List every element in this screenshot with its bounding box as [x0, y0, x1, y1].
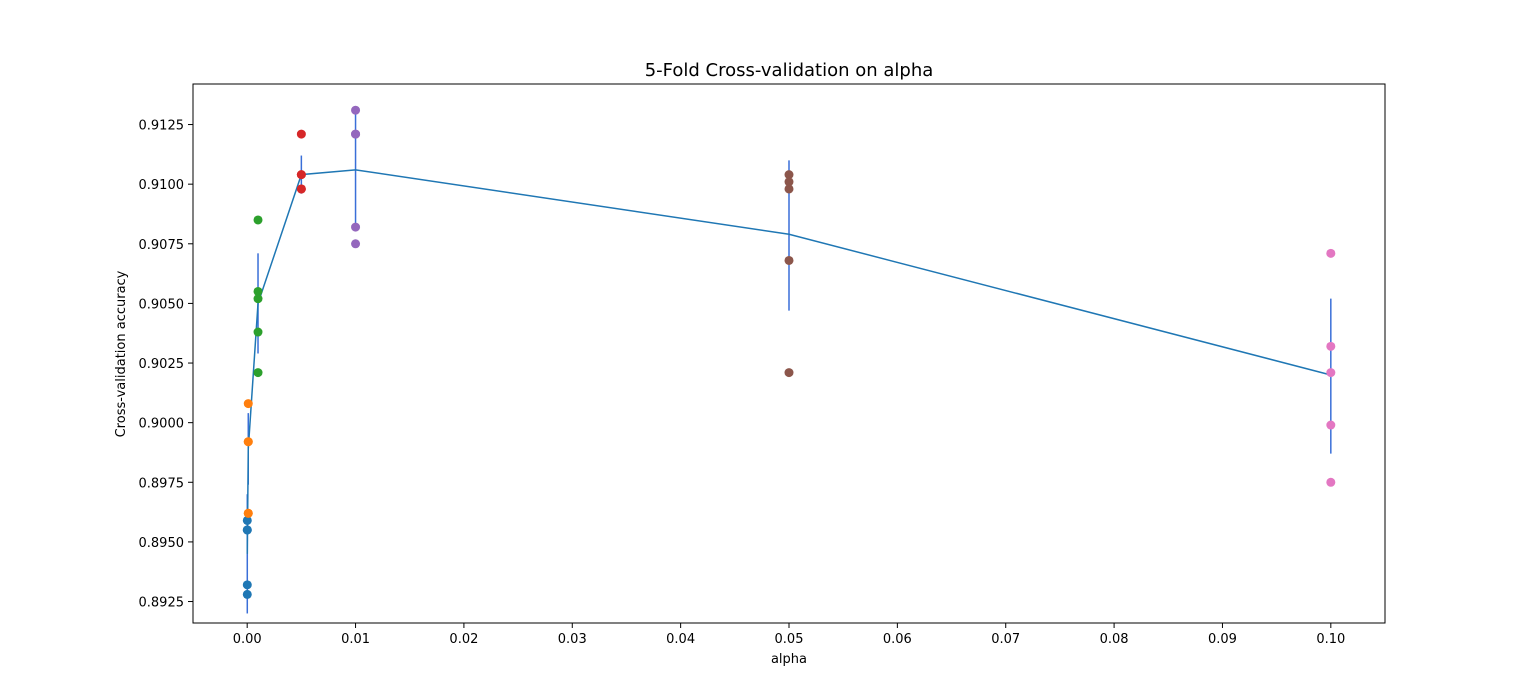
fold-score-point [242, 515, 252, 525]
fold-score-point [242, 589, 252, 599]
fold-score-point [296, 184, 306, 194]
y-tick-label: 0.9075 [139, 238, 185, 253]
y-tick-label: 0.8950 [139, 536, 185, 551]
x-tick-label: 0.00 [233, 632, 262, 647]
fold-score-point [253, 368, 263, 378]
x-tick-label: 0.04 [666, 632, 695, 647]
x-axis: 0.00 0.01 0.02 0.03 0.04 0.05 0.06 0.07 0.08 0.09… [233, 623, 1345, 647]
fold-score-point [242, 525, 252, 535]
x-tick-label: 0.08 [1100, 632, 1129, 647]
fold-score-point [784, 170, 794, 180]
y-tick-label: 0.9050 [139, 297, 185, 312]
fold-score-point [784, 368, 794, 378]
fold-score-point [243, 399, 253, 409]
fold-score-point [243, 508, 253, 518]
fold-score-point [351, 105, 361, 115]
fold-score-point [253, 294, 263, 304]
fold-score-point [1326, 341, 1336, 351]
fold-score-point [296, 170, 306, 180]
y-axis-label: Cross-validation accuracy [114, 270, 129, 437]
x-tick-label: 0.05 [775, 632, 804, 647]
fold-score-point [784, 255, 794, 265]
fold-score-point [351, 239, 361, 249]
fold-score-point [296, 129, 306, 139]
fold-score-point [253, 286, 263, 296]
y-tick-label: 0.9125 [139, 119, 185, 134]
x-tick-label: 0.02 [449, 632, 478, 647]
fold-score-point [784, 184, 794, 194]
x-tick-label: 0.03 [558, 632, 587, 647]
y-axis: 0.8925 0.8950 0.8975 0.9000 0.9025 0.9050 0.90… [139, 119, 193, 611]
fold-score-point [1326, 477, 1336, 487]
fold-points [242, 105, 1336, 599]
fold-score-point [243, 437, 253, 447]
x-tick-label: 0.01 [341, 632, 370, 647]
x-axis-label: alpha [771, 652, 807, 667]
y-tick-label: 0.8975 [139, 476, 185, 491]
fold-score-point [253, 327, 263, 337]
fold-score-point [784, 177, 794, 187]
fold-score-point [242, 580, 252, 590]
x-tick-label: 0.07 [991, 632, 1020, 647]
chart-title: 5-Fold Cross-validation on alpha [645, 60, 934, 81]
x-tick-label: 0.09 [1208, 632, 1237, 647]
fold-score-point [1326, 420, 1336, 430]
fold-score-point [1326, 248, 1336, 258]
fold-score-point [1326, 368, 1336, 378]
x-tick-label: 0.06 [883, 632, 912, 647]
fold-score-point [351, 129, 361, 139]
y-tick-label: 0.9000 [139, 417, 185, 432]
y-tick-label: 0.9025 [139, 357, 185, 372]
x-tick-label: 0.10 [1316, 632, 1345, 647]
y-tick-label: 0.9100 [139, 178, 185, 193]
fold-score-point [253, 215, 263, 225]
y-tick-label: 0.8925 [139, 596, 185, 611]
fold-score-point [351, 222, 361, 232]
